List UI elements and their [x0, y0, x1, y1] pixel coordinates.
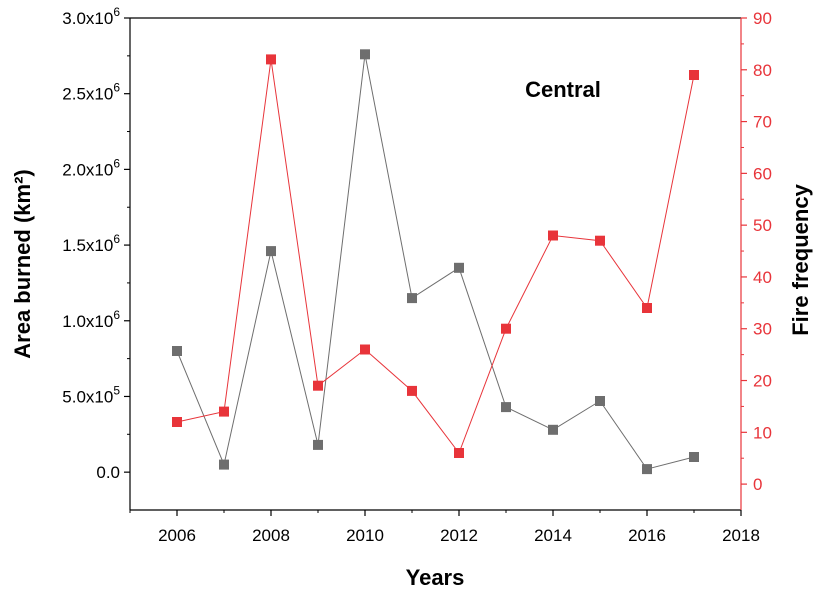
- left-tick-label: 3.0x106: [62, 5, 120, 28]
- data-point-right: [407, 385, 417, 396]
- left-tick-label: 0.0: [96, 463, 120, 482]
- data-point-left: [172, 346, 182, 356]
- series-left: [172, 49, 699, 475]
- x-tick-label: 2016: [628, 526, 666, 545]
- data-point-right: [313, 380, 323, 391]
- x-tick-label: 2008: [252, 526, 290, 545]
- x-axis-title: Years: [406, 565, 465, 590]
- left-y-axis: 3.0x106 2.5x106 2.0x106 1.5x106 1.0x106 5.0x1…: [62, 5, 130, 482]
- series-line-right: [176, 59, 695, 455]
- x-tick-label: 2018: [722, 526, 760, 545]
- right-tick-label: 60: [753, 164, 772, 183]
- data-point-left: [313, 439, 323, 450]
- left-tick-label: 5.0x105: [62, 383, 120, 406]
- right-tick-label: 30: [753, 320, 772, 339]
- data-point-right: [689, 70, 699, 80]
- left-tick-label: 2.5x106: [62, 81, 120, 104]
- x-axis: 2006 2008 2010 2012 2014 2016 2018: [129, 510, 760, 545]
- right-tick-label: 70: [753, 113, 772, 132]
- data-point-left: [219, 459, 229, 470]
- data-point-right: [266, 54, 276, 65]
- left-tick-label: 2.0x106: [62, 156, 120, 179]
- right-y-axis-title: Fire frequency: [788, 183, 813, 335]
- series-layer: [172, 49, 699, 475]
- right-tick-label: 50: [753, 216, 772, 235]
- right-tick-label: 20: [753, 372, 772, 391]
- left-tick-label: 1.5x106: [62, 232, 120, 255]
- chart-title: Central: [525, 77, 601, 102]
- x-tick-label: 2006: [158, 526, 196, 545]
- series-line-left: [176, 54, 695, 470]
- x-tick-label: 2010: [346, 526, 384, 545]
- right-tick-label: 10: [753, 423, 772, 442]
- data-point-left: [266, 246, 276, 257]
- data-point-right: [548, 230, 558, 241]
- data-point-right: [172, 417, 182, 427]
- data-point-right: [360, 344, 370, 355]
- right-tick-label: 0: [753, 475, 762, 494]
- data-point-left: [595, 396, 605, 406]
- right-tick-label: 40: [753, 268, 772, 287]
- data-point-left: [501, 402, 511, 413]
- data-point-left: [548, 424, 558, 435]
- data-point-right: [595, 235, 605, 246]
- plot-frame: [129, 17, 742, 511]
- data-point-left: [642, 464, 652, 475]
- x-tick-label: 2014: [534, 526, 572, 545]
- right-tick-label: 80: [753, 61, 772, 80]
- x-tick-label: 2012: [440, 526, 478, 545]
- data-point-left: [454, 262, 464, 273]
- left-y-axis-title: Area burned (km²): [10, 169, 35, 358]
- data-point-left: [360, 49, 370, 60]
- right-tick-label: 90: [753, 9, 772, 28]
- left-tick-label: 1.0x106: [62, 308, 120, 331]
- data-point-right: [219, 406, 229, 417]
- series-right: [172, 54, 699, 458]
- data-point-right: [454, 448, 464, 458]
- data-point-right: [642, 303, 652, 313]
- data-point-right: [501, 323, 511, 334]
- data-point-left: [689, 452, 699, 462]
- right-y-axis: 0 10 20 30 40 50 60 70 80 90: [741, 9, 772, 494]
- data-point-left: [407, 293, 417, 304]
